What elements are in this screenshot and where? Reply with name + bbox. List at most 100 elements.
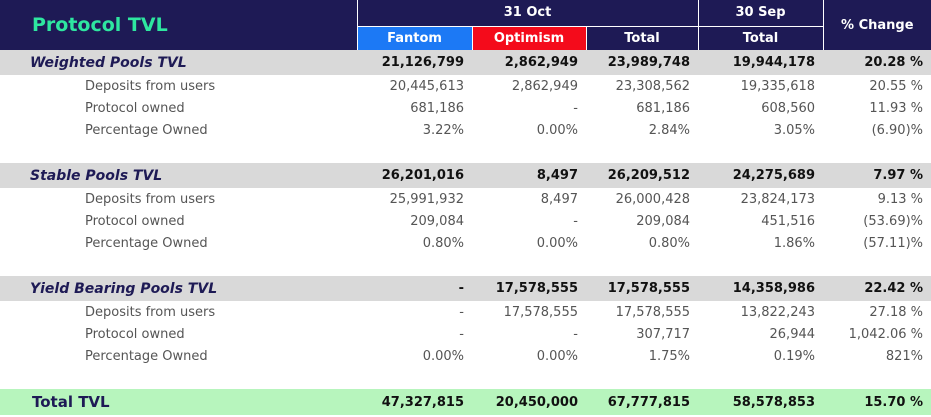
optimism-column-header: Optimism xyxy=(471,25,586,50)
change-value: 27.18 % xyxy=(869,304,924,320)
table-row: Protocol owned 209,084 - 209,084 451,516… xyxy=(0,210,931,232)
optimism-value: 17,578,555 xyxy=(503,304,578,320)
change-value: 20.55 % xyxy=(869,78,924,94)
change-value: 1,042.06 % xyxy=(848,326,924,342)
optimism-value: 2,862,949 xyxy=(511,78,578,94)
optimism-value: - xyxy=(573,100,578,116)
total-oct-value: 17,578,555 xyxy=(586,276,699,301)
spacer-row xyxy=(0,141,931,163)
fantom-value: 0.80% xyxy=(422,235,464,251)
total-sep-value: 14,358,986 xyxy=(698,276,824,301)
table-title: Protocol TVL xyxy=(0,0,357,50)
optimism-value: 0.00% xyxy=(536,122,578,138)
table-row: Deposits from users 25,991,932 8,497 26,… xyxy=(0,188,931,210)
fantom-value: 0.00% xyxy=(422,348,464,364)
table-row: Deposits from users 20,445,613 2,862,949… xyxy=(0,75,931,97)
fantom-value: 209,084 xyxy=(410,213,464,229)
total-sep-value: 3.05% xyxy=(773,122,816,138)
optimism-value: 0.00% xyxy=(536,348,578,364)
total-row: Total TVL 47,327,815 20,450,000 67,777,8… xyxy=(0,389,931,415)
period-header-31-oct: 31 Oct xyxy=(356,0,699,26)
change-value: 22.42 % xyxy=(823,276,931,301)
section-label: Yield Bearing Pools TVL xyxy=(0,276,357,301)
row-label: Deposits from users xyxy=(85,191,216,207)
table-row: Protocol owned 681,186 - 681,186 608,560… xyxy=(0,97,931,119)
optimism-value: 2,862,949 xyxy=(472,50,586,75)
total-sep-value: 608,560 xyxy=(761,100,816,116)
section-row-weighted-pools: Weighted Pools TVL 21,126,799 2,862,949 … xyxy=(0,50,931,75)
optimism-value: - xyxy=(573,213,578,229)
table-row: Deposits from users - 17,578,555 17,578,… xyxy=(0,301,931,323)
spacer-row xyxy=(0,367,931,389)
total-sep-value: 13,822,243 xyxy=(740,304,816,320)
fantom-value: 25,991,932 xyxy=(389,191,464,207)
section-label: Stable Pools TVL xyxy=(0,163,357,188)
optimism-value: 20,450,000 xyxy=(472,389,586,415)
table-row: Percentage Owned 3.22% 0.00% 2.84% 3.05%… xyxy=(0,119,931,141)
total-oct-value: 26,209,512 xyxy=(586,163,699,188)
total-oct-value: 23,308,562 xyxy=(615,78,691,94)
total-sep-value: 19,335,618 xyxy=(740,78,816,94)
fantom-value: 26,201,016 xyxy=(357,163,472,188)
section-row-yield-bearing-pools: Yield Bearing Pools TVL - 17,578,555 17,… xyxy=(0,276,931,301)
change-value: 20.28 % xyxy=(823,50,931,75)
total-sep-value: 24,275,689 xyxy=(698,163,824,188)
change-value: (53.69)% xyxy=(863,213,924,229)
table-row: Percentage Owned 0.80% 0.00% 0.80% 1.86%… xyxy=(0,232,931,254)
total-oct-value: 307,717 xyxy=(636,326,691,342)
change-value: 9.13 % xyxy=(877,191,924,207)
fantom-value: 21,126,799 xyxy=(357,50,472,75)
total-oct-value: 26,000,428 xyxy=(615,191,691,207)
optimism-value: 0.00% xyxy=(536,235,578,251)
fantom-value: 681,186 xyxy=(410,100,464,116)
total-oct-value: 23,989,748 xyxy=(586,50,699,75)
fantom-value: 20,445,613 xyxy=(389,78,464,94)
change-value: 15.70 % xyxy=(823,389,931,415)
change-value: (6.90)% xyxy=(871,122,924,138)
change-header: % Change xyxy=(822,0,931,50)
optimism-value: 8,497 xyxy=(472,163,586,188)
total-label: Total TVL xyxy=(0,389,357,415)
total-oct-value: 0.80% xyxy=(648,235,691,251)
row-label: Percentage Owned xyxy=(85,348,208,364)
change-value: 11.93 % xyxy=(869,100,924,116)
fantom-value: 3.22% xyxy=(422,122,464,138)
table-row: Protocol owned - - 307,717 26,944 1,042.… xyxy=(0,323,931,345)
total-oct-value: 1.75% xyxy=(648,348,691,364)
optimism-value: 8,497 xyxy=(540,191,578,207)
fantom-column-header: Fantom xyxy=(356,25,472,50)
section-row-stable-pools: Stable Pools TVL 26,201,016 8,497 26,209… xyxy=(0,163,931,188)
section-label: Weighted Pools TVL xyxy=(0,50,357,75)
total-sep-value: 58,578,853 xyxy=(698,389,824,415)
period-header-30-sep: 30 Sep xyxy=(697,0,824,26)
total-oct-value: 681,186 xyxy=(636,100,691,116)
change-value: 821% xyxy=(885,348,924,364)
total-sep-value: 26,944 xyxy=(769,326,816,342)
row-label: Protocol owned xyxy=(85,100,185,116)
fantom-value: - xyxy=(357,276,472,301)
total-sep-value: 0.19% xyxy=(773,348,816,364)
row-label: Protocol owned xyxy=(85,213,185,229)
header-row-bottom: Fantom Optimism Total Total xyxy=(0,25,931,50)
change-value: (57.11)% xyxy=(863,235,924,251)
total-sep-value: 1.86% xyxy=(773,235,816,251)
header-row-top: Protocol TVL 31 Oct 30 Sep % Change xyxy=(0,0,931,50)
total-oct-column-header: Total xyxy=(585,25,699,50)
row-label: Percentage Owned xyxy=(85,235,208,251)
row-label: Protocol owned xyxy=(85,326,185,342)
total-oct-value: 209,084 xyxy=(636,213,691,229)
row-label: Percentage Owned xyxy=(85,122,208,138)
total-sep-value: 451,516 xyxy=(761,213,816,229)
total-sep-value: 19,944,178 xyxy=(698,50,824,75)
total-oct-value: 2.84% xyxy=(648,122,691,138)
total-sep-value: 23,824,173 xyxy=(740,191,816,207)
row-label: Deposits from users xyxy=(85,78,216,94)
total-oct-value: 67,777,815 xyxy=(586,389,699,415)
optimism-value: 17,578,555 xyxy=(472,276,586,301)
total-sep-column-header: Total xyxy=(697,25,824,50)
optimism-value: - xyxy=(573,326,578,342)
fantom-value: - xyxy=(459,326,464,342)
fantom-value: - xyxy=(459,304,464,320)
total-oct-value: 17,578,555 xyxy=(615,304,691,320)
